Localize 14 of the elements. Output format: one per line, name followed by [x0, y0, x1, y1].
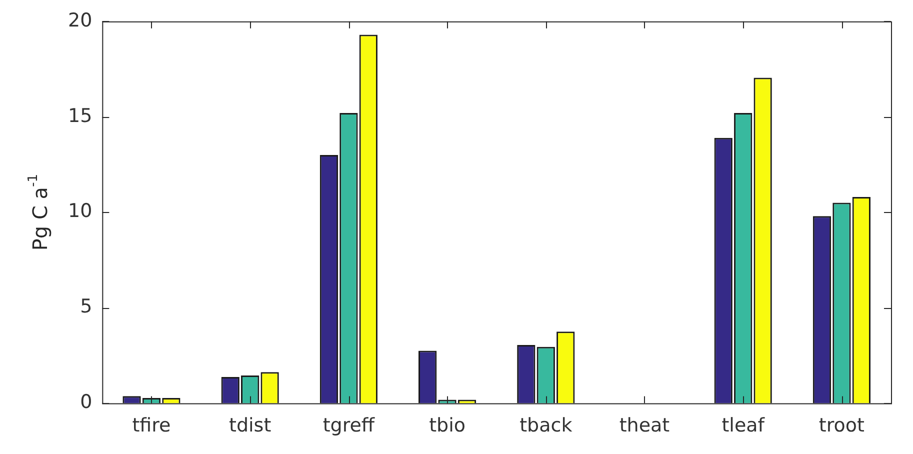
- x-tick-label: tbio: [429, 414, 466, 437]
- y-tick-label: 10: [68, 200, 92, 222]
- y-tick-label: 15: [68, 104, 92, 127]
- y-tick-label: 0: [80, 391, 92, 414]
- x-tick-label: tgreff: [322, 414, 376, 437]
- x-tick-label: tfire: [132, 414, 171, 437]
- x-tick-label: troot: [818, 414, 864, 437]
- y-tick-label: 5: [80, 296, 92, 318]
- x-tick-label: tdist: [229, 414, 272, 437]
- x-tick-label: tback: [520, 414, 572, 437]
- y-tick-label: 20: [68, 9, 92, 32]
- x-tick-label: tleaf: [722, 414, 766, 437]
- x-tick-label: theat: [619, 414, 670, 437]
- y-axis-title: Pg C a-1: [26, 174, 52, 251]
